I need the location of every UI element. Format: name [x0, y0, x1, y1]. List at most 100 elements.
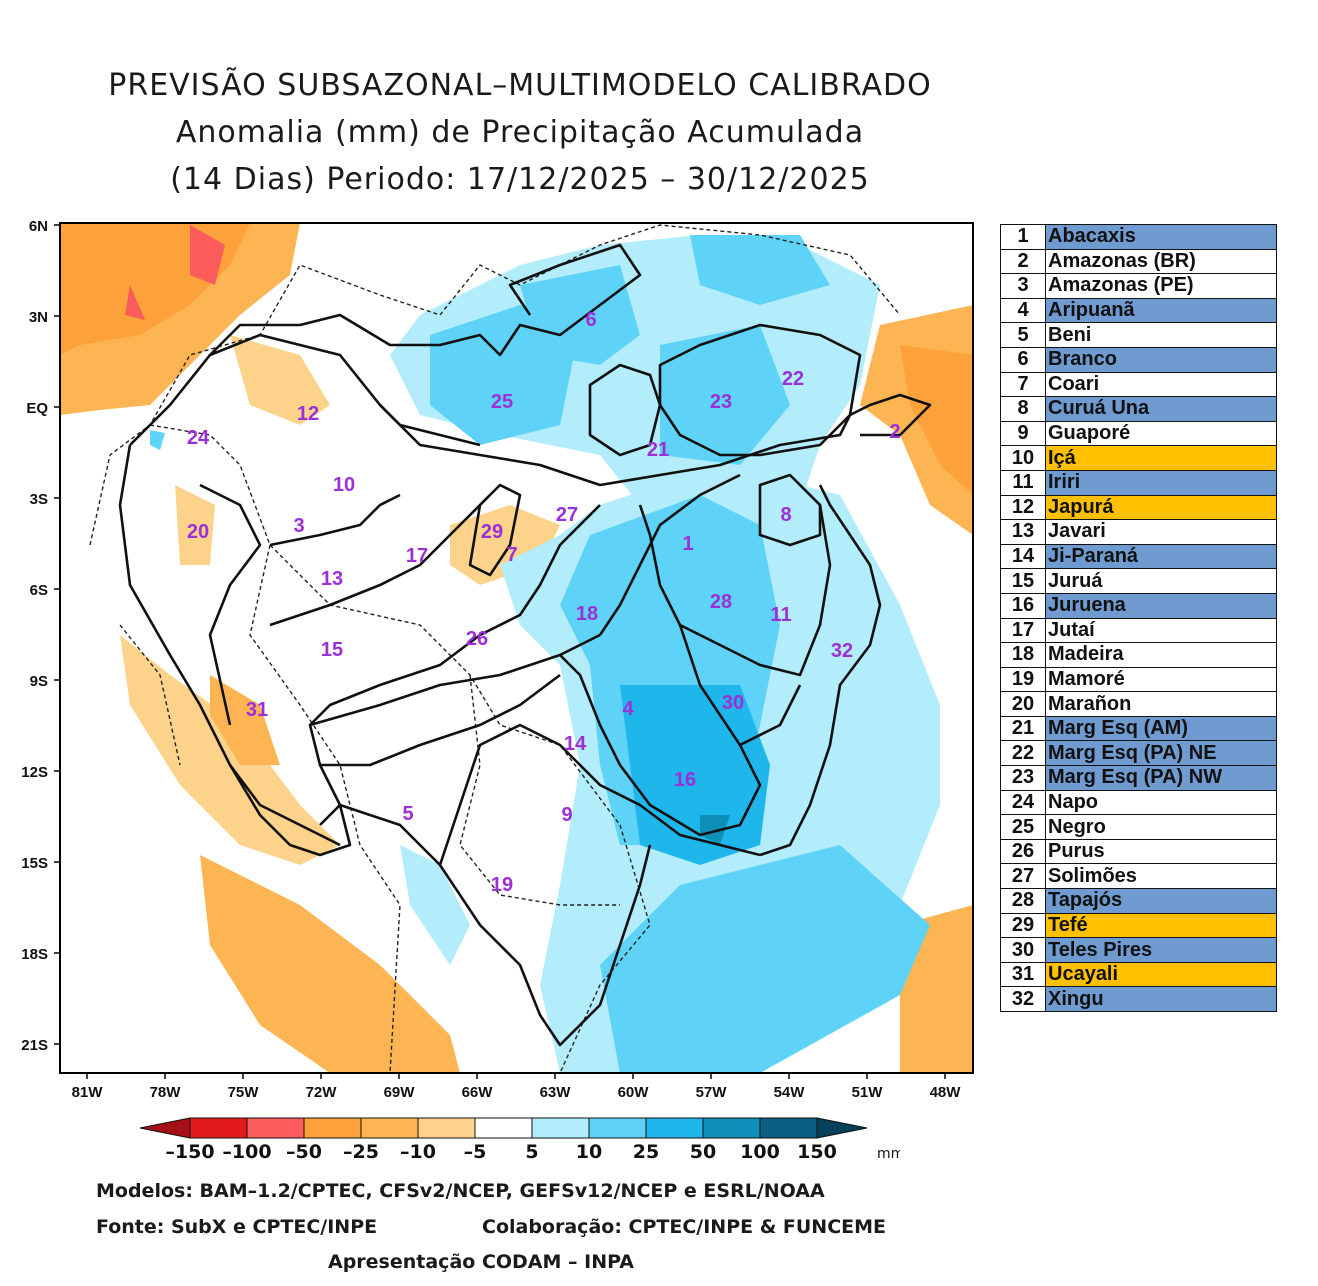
legend-number: 22: [1000, 740, 1046, 767]
longitude-axis: 81W 78W 75W 72W 69W 66W 63W 60W 57W 54W 51W 48W: [72, 1073, 961, 1101]
legend-row: 2 Amazonas (BR): [1000, 248, 1277, 275]
colorbar-segment: [588, 1117, 647, 1139]
legend-basin-name: Curuá Una: [1045, 396, 1277, 422]
legend-basin-name: Branco: [1045, 346, 1277, 373]
legend-basin-name: Negro: [1045, 814, 1277, 840]
legend-basin-name: Iriri: [1045, 469, 1277, 496]
legend-row: 26 Purus: [1000, 838, 1277, 865]
legend-basin-name: Coari: [1045, 371, 1277, 398]
legend-row: 32 Xingu: [1000, 986, 1277, 1012]
colorbar-label: 100: [740, 1141, 780, 1163]
colorbar-unit: mm: [877, 1146, 900, 1162]
legend-row: 1 Abacaxis: [1000, 224, 1277, 250]
legend-number: 23: [1000, 765, 1046, 791]
basin-label-25: 25: [491, 391, 513, 413]
colorbar-label: –5: [464, 1141, 487, 1163]
basin-label-15: 15: [321, 639, 343, 661]
basin-label-11: 11: [770, 604, 791, 626]
legend-basin-name: Japurá: [1045, 494, 1277, 521]
precipitation-map: 6N 3N EQ 3S 6S 9S 12S 15S 18S 21S 81W 78W 75W 72W 69W…: [21, 218, 974, 1101]
anomaly-blue-juruena: [620, 685, 770, 865]
basin-label-12: 12: [297, 403, 319, 425]
colorbar-segment: [531, 1117, 590, 1139]
lon-tick-label: 69W: [384, 1084, 416, 1101]
basin-legend-table: 1 Abacaxis 2 Amazonas (BR) 3 Amazonas (PE) 4 Ar…: [1000, 224, 1277, 1012]
legend-row: 13 Javari: [1000, 519, 1277, 545]
footer-collab: Colaboração: CPTEC/INPE & FUNCEME: [482, 1216, 887, 1238]
legend-basin-name: Abacaxis: [1045, 224, 1277, 250]
colorbar-label: –10: [400, 1141, 436, 1163]
lon-tick-label: 60W: [618, 1084, 650, 1101]
legend-basin-name: Marg Esq (AM): [1045, 715, 1277, 742]
colorbar-segment: [417, 1117, 476, 1139]
colorbar-segment: [645, 1117, 704, 1139]
title-line-2: Anomalia (mm) de Precipitação Acumulada: [175, 115, 865, 150]
colorbar: –150 –100 –50 –25 –10 –5 5 10 25 50 100 150 mm: [130, 1112, 904, 1178]
colorbar-svg: –150 –100 –50 –25 –10 –5 5 10 25 50 100 150 mm: [139, 1117, 904, 1163]
colorbar-label: 5: [525, 1141, 538, 1163]
legend-row: 18 Madeira: [1000, 642, 1277, 668]
legend-basin-name: Tapajós: [1045, 888, 1277, 914]
legend-row: 7 Coari: [1000, 371, 1277, 398]
legend-number: 30: [1000, 937, 1046, 963]
legend-basin-name: Mamoré: [1045, 666, 1277, 693]
legend-basin-name: Juruá: [1045, 568, 1277, 594]
legend-number: 3: [1000, 273, 1046, 299]
basin-label-22: 22: [782, 368, 804, 390]
lat-tick-label: 18S: [21, 946, 48, 963]
legend-row: 11 Iriri: [1000, 469, 1277, 496]
basin-label-6: 6: [585, 309, 596, 331]
lon-tick-label: 75W: [228, 1084, 260, 1101]
legend-basin-name: Jutaí: [1045, 617, 1277, 644]
legend-number: 25: [1000, 814, 1046, 840]
colorbar-label: –100: [222, 1141, 271, 1163]
lat-tick-label: 6S: [30, 582, 48, 599]
legend-basin-name: Solimões: [1045, 863, 1277, 890]
colorbar-segment: [702, 1117, 761, 1139]
basin-number-labels: 1234567891011121314151617181920212223242…: [187, 309, 901, 896]
legend-row: 15 Juruá: [1000, 568, 1277, 594]
basin-label-24: 24: [187, 427, 210, 449]
legend-basin-name: Amazonas (PE): [1045, 273, 1277, 299]
legend-row: 4 Aripuanã: [1000, 297, 1277, 324]
lon-tick-label: 63W: [540, 1084, 572, 1101]
basin-label-5: 5: [402, 803, 413, 825]
legend-number: 15: [1000, 568, 1046, 594]
colorbar-segment: [303, 1117, 362, 1139]
map-frame: [59, 222, 974, 1074]
lon-tick-label: 78W: [150, 1084, 182, 1101]
legend-basin-name: Tefé: [1045, 912, 1277, 939]
legend-basin-name: Juruena: [1045, 592, 1277, 619]
basin-label-26: 26: [466, 628, 488, 650]
basin-label-2: 2: [889, 421, 900, 443]
legend-number: 4: [1000, 297, 1046, 324]
latitude-axis: 6N 3N EQ 3S 6S 9S 12S 15S 18S 21S: [21, 218, 60, 1054]
anomaly-orange-peru: [120, 635, 340, 865]
colorbar-label: –50: [286, 1141, 322, 1163]
legend-row: 23 Marg Esq (PA) NW: [1000, 765, 1277, 791]
legend-row: 10 Içá: [1000, 445, 1277, 471]
legend-number: 19: [1000, 666, 1046, 693]
legend-basin-name: Javari: [1045, 519, 1277, 545]
lon-tick-label: 54W: [774, 1084, 806, 1101]
legend-row: 22 Marg Esq (PA) NE: [1000, 740, 1277, 767]
colorbar-arrow-right: [816, 1117, 868, 1139]
legend-basin-name: Napo: [1045, 789, 1277, 816]
basin-label-17: 17: [406, 545, 428, 567]
legend-number: 8: [1000, 396, 1046, 422]
lat-tick-label: 3N: [29, 309, 48, 326]
legend-row: 8 Curuá Una: [1000, 396, 1277, 422]
colorbar-segment: [360, 1117, 419, 1139]
legend-number: 10: [1000, 445, 1046, 471]
legend-basin-name: Ji-Paraná: [1045, 543, 1277, 570]
lat-tick-label: 21S: [21, 1037, 48, 1054]
anomaly-light-orange-japura: [230, 335, 330, 425]
title-line-1: PREVISÃO SUBSAZONAL–MULTIMODELO CALIBRAD…: [108, 68, 932, 103]
anomaly-blue-marg-nw: [660, 325, 790, 465]
colorbar-segment: [189, 1117, 248, 1139]
legend-number: 29: [1000, 912, 1046, 939]
legend-number: 2: [1000, 248, 1046, 275]
lon-tick-label: 81W: [72, 1084, 104, 1101]
legend-basin-name: Madeira: [1045, 642, 1277, 668]
legend-number: 7: [1000, 371, 1046, 398]
